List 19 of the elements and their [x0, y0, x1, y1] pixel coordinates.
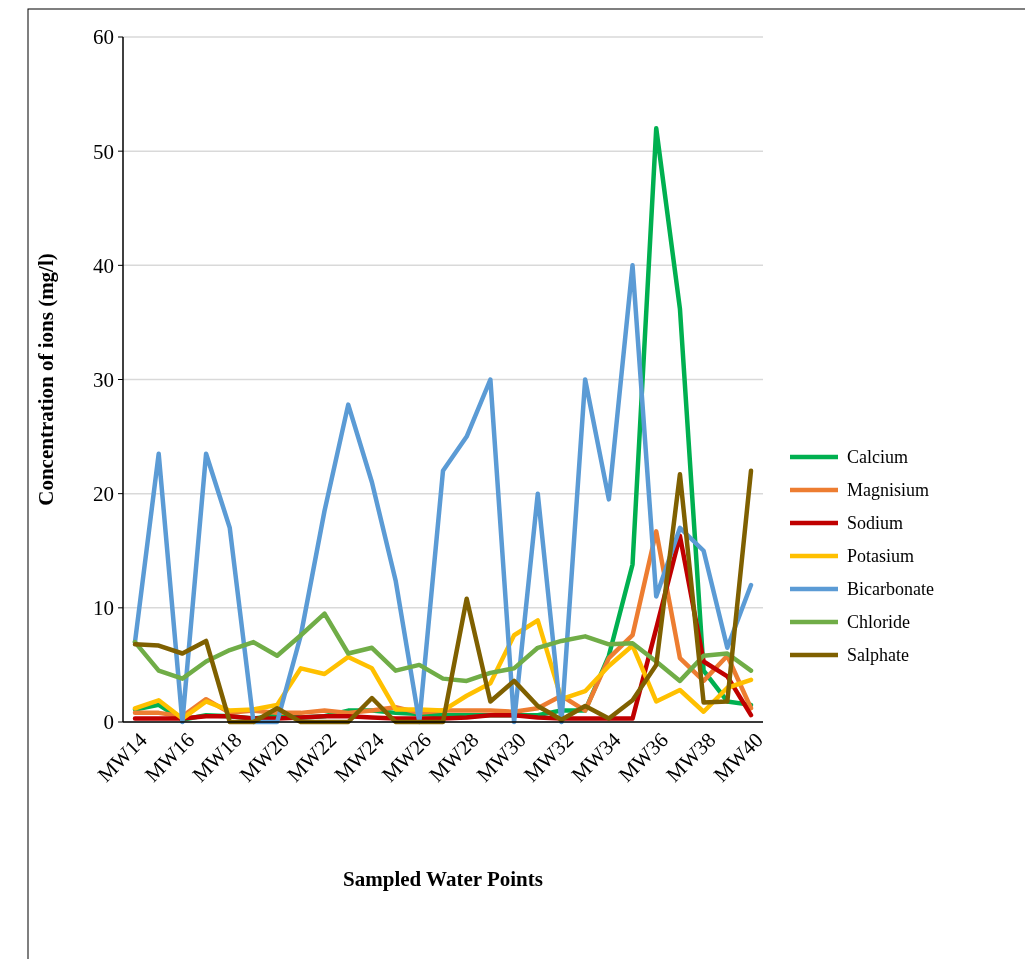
line-series	[132, 263, 754, 725]
y-tick-label: 10	[93, 596, 114, 621]
legend-label: Chloride	[847, 612, 910, 633]
legend-label: Bicarbonate	[847, 579, 934, 600]
line-series	[132, 611, 754, 684]
legend-label: Sodium	[847, 513, 904, 534]
legend-label: Calcium	[847, 447, 908, 468]
y-tick-label: 30	[93, 367, 114, 392]
y-axis-title: Concentration of ions (mg/l)	[34, 253, 58, 506]
legend-label: Potasium	[847, 546, 915, 567]
legend-label: Magnisium	[847, 480, 930, 501]
x-axis-title: Sampled Water Points	[343, 867, 543, 891]
y-tick-label: 40	[93, 253, 114, 278]
y-tick-label: 20	[93, 482, 114, 507]
y-tick-label: 60	[93, 25, 114, 50]
y-tick-label: 0	[103, 710, 114, 735]
legend-label: Salphate	[847, 645, 909, 666]
y-tick-label: 50	[93, 139, 114, 164]
line-series	[132, 468, 754, 725]
